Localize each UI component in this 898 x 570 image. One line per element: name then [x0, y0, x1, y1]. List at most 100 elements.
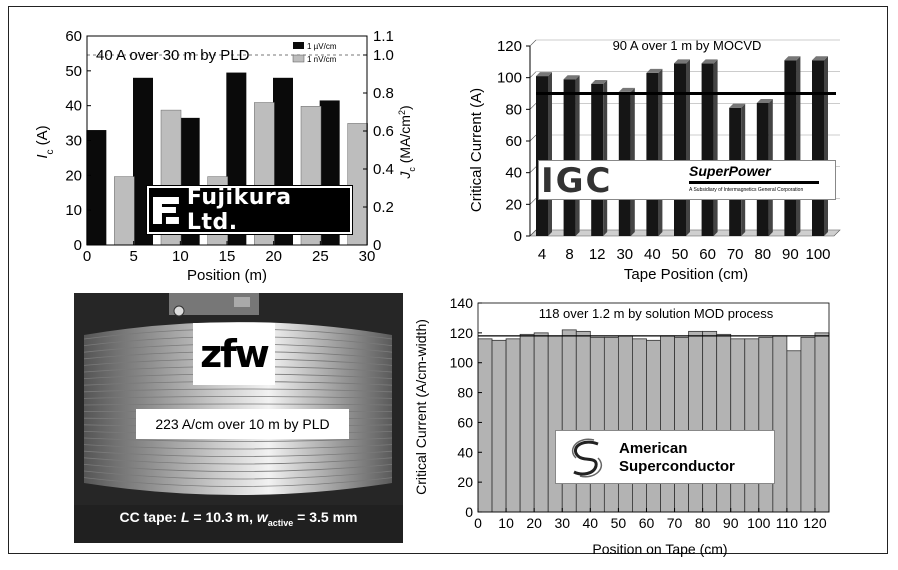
chart1-bar-1nv-0 [114, 177, 134, 245]
chart1-legend-2: 1 nV/cm [307, 55, 337, 64]
chart1-xtick-2: 10 [172, 248, 189, 265]
chart1-y2tick-2: 0.4 [373, 161, 394, 178]
amsc-logo: American Superconductor [555, 430, 775, 484]
chart2-xlabel: Tape Position (cm) [624, 266, 748, 283]
chart4-xlabel: Position on Tape (cm) [592, 541, 727, 557]
chart4-xtick-12: 120 [803, 515, 827, 531]
chart2-xtick-0: 4 [538, 246, 546, 263]
chart2-xtick-5: 50 [672, 246, 689, 263]
chart4-bar-12 [646, 340, 660, 512]
chart4-bar-5 [548, 336, 562, 512]
chart4-ytick-6: 120 [450, 325, 474, 341]
chart2-xtick-4: 40 [644, 246, 661, 263]
fujikura-mark-icon [149, 193, 183, 227]
chart2-bar-side-9 [796, 56, 800, 236]
chart4-xtick-2: 20 [526, 515, 542, 531]
chart2-bar-side-5 [686, 59, 690, 236]
chart4-bar-13 [661, 336, 675, 512]
chart4-ytick-7: 140 [450, 295, 474, 311]
chart4-bar-22 [787, 351, 801, 512]
chart2-bar-side-1 [576, 75, 580, 236]
amsc-swirl-icon [568, 438, 606, 478]
chart4-xtick-10: 100 [747, 515, 771, 531]
chart2-xtick-10: 100 [805, 246, 830, 263]
igc-logo: IGC [541, 163, 613, 199]
chart1-xtick-4: 20 [265, 248, 282, 265]
chart2-ytick-3: 60 [505, 133, 522, 150]
chart1-ytick-6: 60 [65, 28, 82, 45]
chart1-ylabel: Ic (A) [34, 125, 56, 158]
chart2-xtick-7: 70 [727, 246, 744, 263]
zfw-annotation-text: 223 A/cm over 10 m by PLD [155, 416, 329, 432]
chart4-bar-0 [478, 339, 492, 512]
superpower-underline [689, 181, 819, 184]
chart4-xtick-11: 110 [776, 515, 799, 531]
chart1-y2tick-0: 0 [373, 237, 381, 254]
chart4-ytick-1: 20 [457, 474, 473, 490]
chart2-xtick-6: 60 [699, 246, 716, 263]
chart4-xtick-8: 80 [695, 515, 711, 531]
panel-zfw-photo: zfw 223 A/cm over 10 m by PLD CC tape: L… [74, 293, 403, 543]
chart4-bar-1 [492, 340, 506, 512]
chart4-title: 118 over 1.2 m by solution MOD process [539, 306, 774, 321]
chart1-xlabel: Position (m) [187, 267, 267, 284]
chart2-ytick-1: 20 [505, 196, 522, 213]
chart4-bar-8 [590, 337, 604, 512]
chart2-bar-side-2 [603, 80, 607, 236]
chart1-y2tick-3: 0.6 [373, 123, 394, 140]
zfw-logo-text: zfw [200, 332, 268, 376]
fujikura-logo-text: Fujikura Ltd. [187, 185, 350, 235]
zfw-annotation: 223 A/cm over 10 m by PLD [136, 409, 349, 439]
chart2-ytick-0: 0 [514, 228, 522, 245]
chart4-ylabel: Critical Current (A/cm-width) [413, 319, 429, 495]
chart4-xtick-4: 40 [583, 515, 599, 531]
chart4-xtick-6: 60 [639, 515, 655, 531]
chart1-xtick-1: 5 [129, 248, 137, 265]
chart4-bar-6 [562, 330, 576, 512]
fujikura-logo: Fujikura Ltd. [147, 186, 352, 234]
chart2-grid-diag-2 [530, 167, 536, 173]
amsc-line2: Superconductor [619, 458, 735, 475]
chart1-ytick-2: 20 [65, 167, 82, 184]
chart2-bar-6 [702, 63, 714, 236]
chart4-ytick-4: 80 [457, 385, 473, 401]
chart4-ytick-3: 60 [457, 414, 473, 430]
chart4-xtick-7: 70 [667, 515, 683, 531]
chart2-ytick-2: 40 [505, 165, 522, 182]
chart1-xtick-3: 15 [219, 248, 236, 265]
chart1-y2tick-1: 0.2 [373, 199, 394, 216]
chart4-xtick-0: 0 [474, 515, 482, 531]
chart2-ytick-6: 120 [497, 38, 522, 55]
chart4-bar-2 [506, 339, 520, 512]
chart1-ytick-0: 0 [74, 237, 82, 254]
chart1-y2tick-4: 0.8 [373, 85, 394, 102]
chart1-legend: 1 µV/cm 1 nV/cm [293, 42, 337, 64]
chart2-bar-4 [646, 73, 658, 236]
chart2-bar-1 [564, 79, 576, 236]
chart2-ylabel: Critical Current (A) [468, 88, 485, 212]
chart4-bar-15 [689, 331, 703, 512]
chart1-ytick-1: 10 [65, 202, 82, 219]
chart2-xtick-3: 30 [616, 246, 633, 263]
chart2-bar-9 [784, 60, 796, 236]
chart1-ytick-5: 50 [65, 63, 82, 80]
chart4-bar-16 [703, 331, 717, 512]
chart4-bar-11 [632, 339, 646, 512]
chart2-title: 90 A over 1 m by MOCVD [613, 38, 762, 53]
chart1-y2tick-6: 1.1 [373, 28, 394, 45]
chart4-xtick-3: 30 [554, 515, 570, 531]
chart4-bar-24 [815, 333, 829, 512]
chart4-ytick-2: 40 [457, 444, 473, 460]
superpower-logo-text: SuperPower [689, 163, 771, 179]
chart1-legend-1: 1 µV/cm [307, 42, 337, 51]
chart1-xtick-5: 25 [312, 248, 329, 265]
igc-superpower-logo: IGC SuperPower A Subsidiary of Intermagn… [538, 160, 836, 200]
amsc-line1: American [619, 440, 687, 457]
chart1-title: 40 A over 30 m by PLD [96, 47, 250, 64]
chart2-bar-side-10 [824, 56, 828, 236]
